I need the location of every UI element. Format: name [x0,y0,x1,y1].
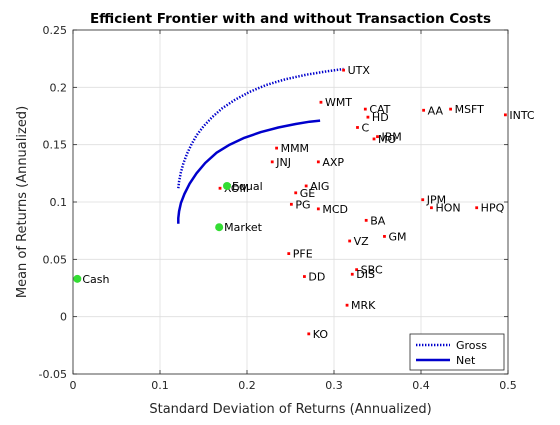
asset-marker [356,126,359,129]
asset-label: GM [388,230,406,243]
asset-label: PFE [293,248,313,261]
asset-marker [287,252,291,255]
asset-label: DD [308,271,325,284]
asset-marker [372,137,376,141]
legend-label-net: Net [456,354,476,367]
asset-label: JPM [426,194,446,207]
asset-marker [304,184,308,188]
x-tick-label: 0.2 [238,379,256,392]
asset-label: CAT [369,103,390,116]
asset-label: SBC [361,264,383,277]
portfolio-marker-market [215,223,224,232]
asset-marker [449,107,452,111]
x-tick-label: 0 [70,379,77,392]
asset-marker [376,135,379,139]
asset-label: C [361,121,369,134]
y-tick-label: 0.2 [50,81,68,94]
chart-title: Efficient Frontier with and without Tran… [90,11,491,27]
asset-label: AXP [322,156,344,169]
y-tick-label: 0.05 [43,253,68,266]
x-tick-label: 0.1 [151,379,169,392]
asset-label: MSFT [455,103,485,116]
asset-label: INTC [509,109,535,122]
asset-label: PG [295,198,310,211]
asset-label: BA [370,214,386,227]
asset-marker [319,100,323,104]
asset-label: GE [300,187,316,200]
asset-marker [383,235,386,238]
asset-label: WMT [325,96,352,109]
asset-marker [350,272,354,276]
asset-marker [307,332,311,336]
frontier-line-net [177,119,321,224]
asset-marker [218,186,222,190]
asset-marker [364,218,368,222]
asset-label: HD [372,111,389,124]
asset-label: AIG [310,180,329,193]
asset-label: HPQ [481,202,505,215]
asset-marker [342,68,345,72]
asset-marker [316,160,320,164]
legend-box [409,333,505,371]
asset-marker [422,108,426,112]
y-axis-title: Mean of Returns (Annualized) [15,106,30,298]
x-axis-title: Standard Deviation of Returns (Annualize… [149,402,431,417]
asset-marker [275,146,278,150]
portfolio-marker-equal [222,181,231,190]
asset-marker [345,303,349,307]
asset-marker [363,107,367,111]
portfolio-label: Equal [232,180,263,193]
asset-marker [421,198,425,202]
x-tick-label: 0.3 [325,379,343,392]
portfolio-label: Market [224,221,262,234]
asset-label: VZ [354,235,370,248]
x-tick-label: 0.4 [412,379,430,392]
asset-marker [475,206,479,210]
asset-label: MO [378,133,396,146]
y-tick-label: 0 [60,311,67,324]
asset-marker [270,160,274,164]
frontier-lines [177,67,344,224]
y-tick-label: 0.25 [43,24,68,37]
asset-label: MCD [322,203,348,216]
portfolio-label: Cash [82,273,109,286]
y-tick-label: 0.15 [43,139,68,152]
asset-label: IBM [382,131,402,144]
asset-marker [503,113,507,117]
asset-label: UTX [348,64,371,77]
asset-label: JNJ [275,156,291,169]
y-tick-label: 0.1 [50,196,68,209]
asset-marker [316,207,320,211]
legend: Gross Net [409,333,505,371]
asset-label: MMM [281,142,309,155]
asset-label: DIS [356,268,375,281]
asset-label: KO [313,328,329,341]
y-tick-label: -0.05 [39,368,67,381]
asset-marker [303,275,306,278]
asset-label: AA [428,104,444,117]
legend-label-gross: Gross [456,339,487,352]
portfolio-marker-cash [73,274,82,283]
asset-marker [430,206,433,210]
asset-marker [289,202,293,206]
asset-label: MRK [351,299,376,312]
asset-label: HON [435,202,460,215]
asset-marker [348,239,352,243]
x-tick-label: 0.5 [499,379,517,392]
asset-marker [366,115,370,119]
asset-marker [355,268,359,272]
asset-marker [294,191,298,195]
